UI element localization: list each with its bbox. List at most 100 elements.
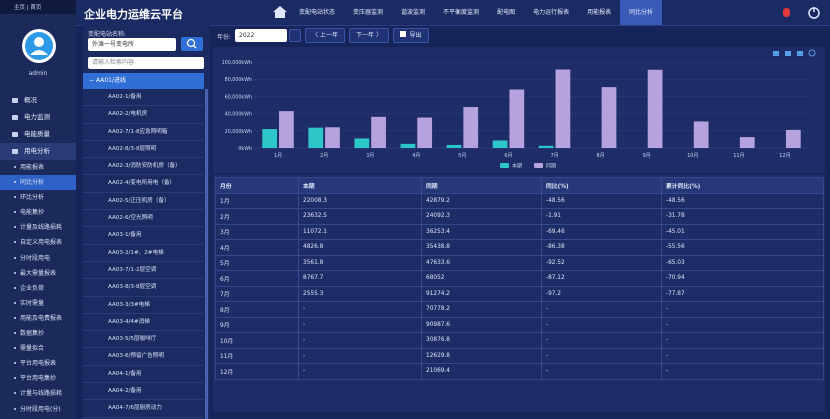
table-cell: -	[541, 363, 662, 380]
tree-item[interactable]: AA02-8/3-8层照明	[83, 141, 204, 159]
calendar-button[interactable]	[289, 29, 301, 42]
nav-item[interactable]: 配电图	[497, 9, 516, 16]
tree-item[interactable]: AA02-4/变电所用电（备）	[83, 175, 204, 193]
menu-item[interactable]: 概况	[0, 92, 76, 109]
table-cell: 12月	[215, 363, 299, 380]
tree-root[interactable]: − AA01/进线	[83, 73, 204, 89]
tree-item[interactable]: AA02-2/电机房	[83, 106, 204, 124]
bar	[279, 111, 294, 148]
column-header: 同期	[421, 177, 542, 194]
breadcrumb[interactable]: 主页 | 首页	[14, 5, 42, 11]
bar	[555, 69, 571, 148]
submenu-item[interactable]: 数据集抄	[0, 326, 76, 341]
tree-item[interactable]: AA03-3/3#电梯	[83, 297, 204, 314]
search-icon	[186, 38, 197, 49]
x-tick-label: 12月	[779, 153, 790, 159]
header: 企业电力运维云平台	[76, 0, 830, 26]
table-cell: -	[541, 316, 662, 333]
y-tick-label: 100,000kWh	[222, 60, 252, 66]
table-cell: 30876.8	[421, 332, 542, 349]
nav-item[interactable]: 变配电站状态	[299, 9, 336, 16]
tree-item[interactable]: AA03-4/4#消梯	[83, 314, 204, 332]
station-select[interactable]: 外滩一号变电所	[88, 38, 176, 51]
legend-swatch	[534, 163, 543, 168]
submenu-item[interactable]: 同比分析	[0, 175, 76, 191]
table-cell: 36253.4	[421, 223, 542, 240]
tree-item[interactable]: AA02-7/1-8应急照明箱	[83, 124, 204, 141]
tree-item[interactable]: AA03-2/1#、2#电梯	[83, 245, 204, 262]
y-tick-label: 20,000kWh	[225, 129, 252, 135]
nav-item[interactable]: 用能报表	[587, 9, 612, 16]
export-button[interactable]: 导出	[393, 28, 429, 43]
submenu-item[interactable]: 环比分析	[0, 190, 76, 205]
submenu-item[interactable]: 平台用电报表	[0, 356, 76, 371]
table-cell: -	[541, 347, 662, 364]
table-cell: 3561.8	[298, 254, 422, 271]
y-tick-label: 0kWh	[238, 146, 252, 152]
x-tick-label: 8月	[597, 153, 605, 159]
submenu-item[interactable]: 计量与线路损耗	[0, 386, 76, 401]
submenu-item[interactable]: 自定义用电报表	[0, 235, 76, 250]
submenu-item[interactable]: 实时需量	[0, 296, 76, 311]
tree-item[interactable]: AA02-3/消防安防机房（备）	[83, 158, 204, 176]
tree-item[interactable]: AA04-2/备用	[83, 383, 204, 401]
tree-item[interactable]: AA03-6/预留广告照明	[83, 348, 204, 366]
submenu-item[interactable]: 计量及线路损耗	[0, 220, 76, 235]
nav-item[interactable]: 电力运行报表	[533, 9, 570, 16]
table-cell: 35438.8	[421, 239, 542, 256]
tree-list: AA02-1/备用 AA02-2/电机房 AA02-7/1-8应急照明箱 AA02-8…	[83, 89, 204, 418]
year-input[interactable]: 2022	[235, 29, 287, 42]
prev-year-button[interactable]: 〈 上一年	[305, 28, 345, 43]
menu-item[interactable]: 电力监测	[0, 109, 76, 126]
export-icon	[400, 31, 407, 37]
tree-item[interactable]: AA04-7/6层厨房动力	[83, 400, 204, 418]
tree-item[interactable]: AA02-5/正压机房（备）	[83, 193, 204, 211]
next-year-button[interactable]: 下一年 〉	[349, 28, 389, 43]
table-cell: -87.12	[541, 270, 662, 287]
submenu-item[interactable]: 用能及电费报表	[0, 311, 76, 326]
table-cell: 4月	[215, 239, 299, 256]
submenu-item[interactable]: 电能集抄	[0, 205, 76, 220]
bar	[417, 117, 433, 148]
table-cell: -65.03	[661, 254, 824, 271]
tree-item[interactable]: AA03-7/1-2层空调	[83, 262, 204, 280]
table-cell: -	[661, 301, 824, 318]
x-tick-label: 2月	[320, 153, 328, 159]
table-cell: -	[661, 332, 824, 349]
tree-item[interactable]: AA04-1/备用	[83, 366, 204, 384]
table-cell: 2月	[215, 208, 299, 225]
submenu-item[interactable]: 企业负荷	[0, 281, 76, 296]
submenu-item[interactable]: 分时段用电	[0, 251, 76, 266]
nav-item[interactable]: 谐波监测	[401, 9, 426, 16]
table-cell: 68052	[421, 270, 542, 287]
nav-item[interactable]: 同比分析	[620, 0, 663, 25]
chart-tools[interactable]	[773, 49, 816, 57]
header-icons[interactable]	[781, 6, 821, 20]
search-button[interactable]	[181, 37, 203, 51]
submenu-item[interactable]: 需量拟合	[0, 341, 76, 356]
tree-item[interactable]: AA03-5/5层咖啡厅	[83, 331, 204, 349]
tree-item[interactable]: AA03-8/3-8层空调	[83, 279, 204, 297]
table-cell: -31.78	[661, 208, 824, 225]
table-cell: 22008.3	[298, 192, 422, 209]
submenu-item[interactable]: 最大需量报表	[0, 266, 76, 281]
tree-item[interactable]: AA03-1/备用	[83, 227, 204, 245]
scrollbar[interactable]	[205, 89, 208, 419]
table-cell: -97.2	[541, 285, 662, 302]
tree-item[interactable]: AA02-1/备用	[83, 89, 204, 107]
table-cell: -	[298, 347, 422, 364]
menu-item[interactable]: 电能质量	[0, 126, 76, 143]
submenu-item[interactable]: 用能报表	[0, 160, 76, 175]
table-cell: 70778.2	[421, 301, 542, 318]
menu-item[interactable]: 用电分析	[0, 143, 76, 160]
home-icon[interactable]	[272, 5, 288, 19]
table-cell: 90987.6	[421, 316, 542, 333]
tree-item[interactable]: AA02-6/空光照明	[83, 210, 204, 228]
menu: 概况 电力监测 电能质量 用电分析 用能报表 同比分析 环比分析 电能集抄 计量及线路损耗 自定义…	[0, 92, 76, 417]
nav-item[interactable]: 不平衡度监测	[443, 9, 480, 16]
nav-item[interactable]: 变压器监测	[353, 9, 384, 16]
submenu-item[interactable]: 分时段用电(分)	[0, 402, 76, 417]
submenu-item[interactable]: 平台用电集抄	[0, 371, 76, 386]
search-input[interactable]: 请输入检索内容	[88, 57, 204, 69]
